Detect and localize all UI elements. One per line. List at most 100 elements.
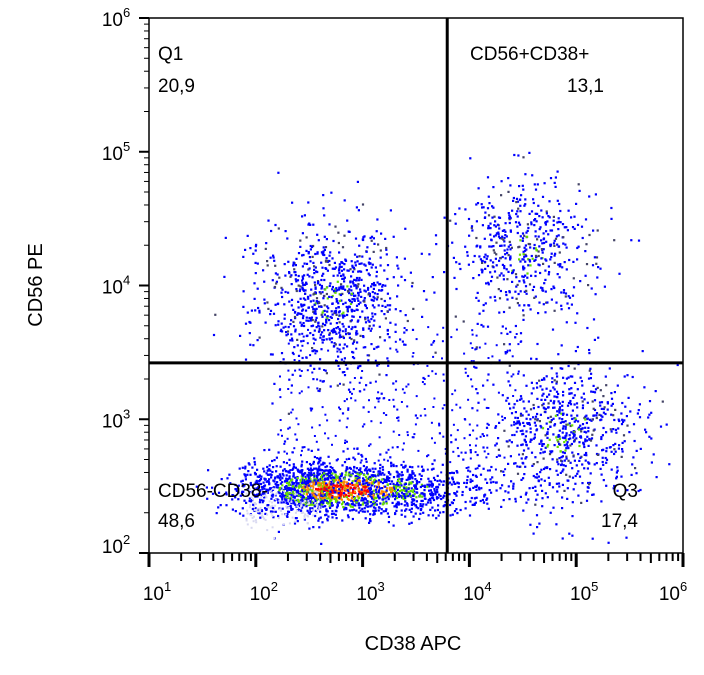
event-dot [306, 501, 309, 504]
event-dot [300, 471, 303, 474]
event-dot [314, 490, 317, 493]
event-dot [261, 485, 264, 489]
event-dot [442, 435, 445, 438]
event-dot [442, 326, 445, 329]
event-dot [541, 378, 544, 381]
event-dot [344, 330, 347, 333]
event-dot [376, 293, 379, 296]
event-dot [353, 490, 356, 493]
event-dot [291, 451, 294, 454]
event-dot [280, 286, 283, 289]
event-dot [344, 474, 347, 477]
event-dot [610, 206, 613, 210]
event-dot [587, 444, 590, 447]
event-dot [560, 456, 563, 459]
event-dot [348, 292, 351, 295]
event-dot [394, 323, 397, 326]
event-dot [314, 514, 317, 518]
event-dot [321, 311, 324, 314]
event-dot [540, 440, 543, 443]
event-dot [315, 297, 319, 300]
event-dot [273, 259, 276, 262]
event-dot [475, 366, 478, 369]
event-dot [468, 423, 471, 426]
event-dot [547, 215, 550, 218]
event-dot [477, 187, 480, 190]
event-dot [260, 512, 263, 515]
event-dot [525, 456, 528, 459]
event-dot [489, 233, 492, 236]
event-dot [321, 322, 325, 325]
event-dot [265, 496, 268, 499]
event-dot [298, 504, 301, 507]
event-dot [576, 406, 579, 409]
event-dot [305, 492, 309, 495]
event-dot [313, 312, 316, 315]
event-dot [272, 312, 276, 315]
event-dot [585, 243, 588, 246]
event-dot [428, 485, 431, 488]
event-dot [577, 183, 580, 186]
event-dot [614, 428, 617, 431]
event-dot [264, 494, 267, 497]
event-dot [324, 246, 328, 249]
event-dot [537, 254, 540, 258]
event-dot [304, 289, 307, 292]
event-dot [557, 245, 560, 248]
event-dot [433, 478, 437, 482]
event-dot [337, 355, 340, 358]
event-dot [372, 283, 375, 287]
event-dot [352, 388, 355, 391]
event-dot [403, 327, 406, 329]
event-dot [318, 496, 321, 499]
event-dot [466, 254, 469, 257]
event-dot [516, 225, 519, 228]
event-dot [499, 244, 502, 247]
event-dot [585, 454, 588, 457]
event-dot [226, 477, 229, 480]
event-dot [373, 462, 376, 465]
event-dot [502, 310, 506, 314]
event-dot [398, 489, 401, 493]
event-dot [553, 244, 556, 247]
event-dot [385, 502, 388, 505]
event-dot [421, 505, 424, 508]
event-dot [625, 536, 628, 539]
event-dot [405, 493, 408, 496]
event-dot [278, 489, 281, 492]
event-dot [588, 348, 591, 352]
event-dot [373, 510, 376, 513]
event-dot [509, 258, 512, 261]
event-dot [316, 378, 319, 381]
event-dot [286, 493, 289, 496]
event-dot [384, 284, 387, 287]
event-dot [343, 199, 346, 202]
event-dot [333, 496, 336, 499]
event-dot [476, 409, 479, 412]
event-dot [631, 375, 634, 379]
event-dot [349, 486, 353, 489]
event-dot [559, 265, 562, 268]
event-dot [359, 492, 362, 496]
event-dot [263, 280, 266, 283]
event-dot [344, 442, 346, 444]
event-dot [529, 246, 532, 249]
event-dot [283, 490, 286, 493]
event-dot [311, 324, 315, 327]
event-dot [327, 502, 330, 505]
event-dot [353, 497, 356, 500]
event-dot [430, 468, 434, 471]
event-dot [347, 498, 351, 501]
event-dot [514, 324, 517, 328]
event-dot [648, 400, 652, 403]
event-dot [519, 332, 523, 335]
event-dot [475, 346, 478, 349]
event-dot [316, 509, 319, 512]
event-dot [314, 495, 317, 498]
event-dot [540, 478, 543, 481]
event-dot [328, 493, 331, 496]
event-dot [277, 517, 280, 520]
event-dot [525, 292, 528, 295]
event-dot [508, 439, 511, 442]
event-dot [415, 395, 418, 398]
